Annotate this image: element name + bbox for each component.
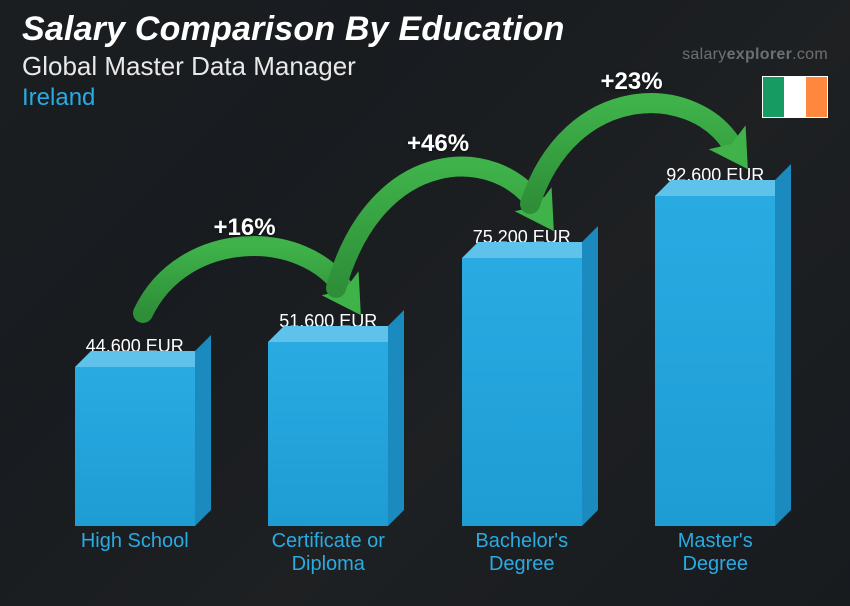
bar (462, 258, 582, 526)
bar-group: 51,600 EUR (232, 140, 426, 526)
category-labels: High SchoolCertificate orDiplomaBachelor… (38, 530, 812, 586)
bar (75, 367, 195, 526)
category-label: Certificate orDiploma (232, 530, 426, 586)
page-title: Salary Comparison By Education (22, 10, 830, 49)
flag-stripe-white (784, 77, 805, 117)
bar-group: 75,200 EUR (425, 140, 619, 526)
bar (655, 196, 775, 526)
watermark: salaryexplorer.com (682, 46, 828, 64)
salary-chart: 44,600 EUR51,600 EUR75,200 EUR92,600 EUR… (38, 140, 812, 586)
watermark-suffix: .com (792, 46, 828, 63)
ireland-flag-icon (762, 76, 828, 118)
bar-group: 44,600 EUR (38, 140, 232, 526)
flag-stripe-green (763, 77, 784, 117)
watermark-prefix: salary (682, 46, 726, 63)
bar (268, 342, 388, 526)
flag-stripe-orange (806, 77, 827, 117)
category-label: Bachelor'sDegree (425, 530, 619, 586)
category-label: Master'sDegree (619, 530, 813, 586)
bar-group: 92,600 EUR (619, 140, 813, 526)
watermark-bold: explorer (727, 46, 793, 63)
category-label: High School (38, 530, 232, 586)
country-label: Ireland (22, 84, 830, 112)
bars-container: 44,600 EUR51,600 EUR75,200 EUR92,600 EUR (38, 140, 812, 526)
